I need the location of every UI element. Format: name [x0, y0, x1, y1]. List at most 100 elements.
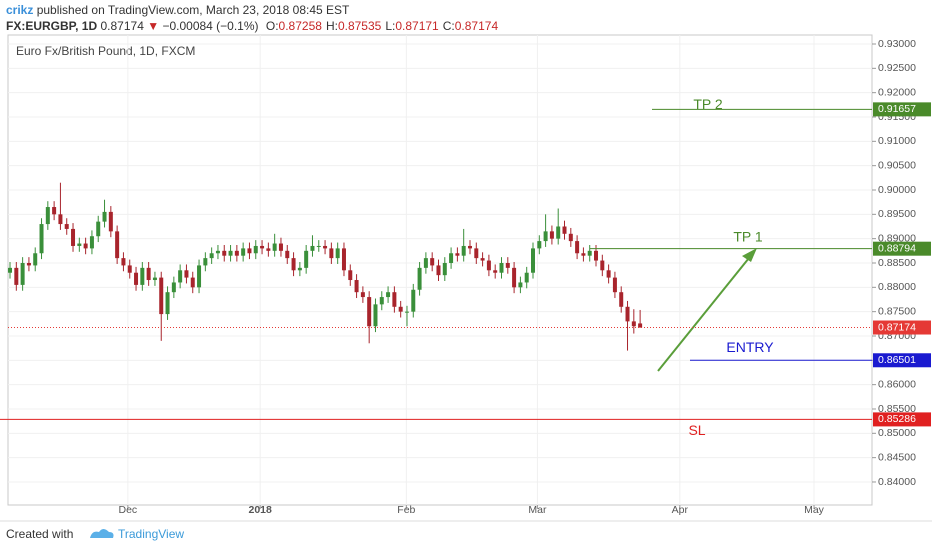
candle-body: [228, 250, 233, 256]
candle-body: [499, 262, 504, 273]
candle-body: [549, 231, 554, 239]
candle-body: [197, 265, 202, 288]
candle-body: [562, 226, 567, 234]
candle-body: [543, 231, 548, 242]
candle-body: [556, 226, 561, 239]
candle-body: [335, 248, 340, 259]
candle-body: [8, 267, 13, 273]
candle-body: [291, 258, 296, 271]
y-tick-label: 0.84500: [878, 451, 916, 463]
y-tick-label: 0.88000: [878, 281, 916, 293]
y-tick-label: 0.91000: [878, 135, 916, 147]
arrow-shaft: [657, 252, 754, 372]
candle-body: [108, 211, 113, 232]
candle-body: [631, 321, 636, 327]
candle-body: [140, 267, 145, 285]
plot-frame: [7, 34, 873, 506]
candle-body: [64, 224, 69, 229]
candle-body: [215, 250, 220, 254]
candle-body: [323, 245, 328, 249]
candle-body: [480, 258, 485, 261]
level-label: SL: [688, 422, 705, 438]
candle-body: [241, 248, 246, 256]
candle-body: [20, 262, 25, 285]
level-label: TP 2: [693, 96, 723, 112]
y-tick-label: 0.89500: [878, 208, 916, 220]
candle-body: [575, 241, 580, 254]
published: published on TradingView.com, March 23, …: [36, 3, 350, 17]
candle-body: [121, 258, 126, 266]
candle-body: [209, 253, 214, 259]
y-tick-label: 0.90500: [878, 159, 916, 171]
candle-body: [222, 250, 227, 256]
level-label: TP 1: [733, 228, 763, 244]
candle-body: [568, 233, 573, 242]
ohlc-value: 0.87258: [278, 19, 322, 33]
change-arrow: ▼: [147, 19, 160, 33]
candle-body: [612, 277, 617, 293]
x-tick-label: Dec: [119, 504, 138, 516]
candle-body: [581, 253, 586, 256]
candle-body: [89, 236, 94, 249]
candle-body: [373, 304, 378, 327]
candle-body: [474, 248, 479, 259]
candle-body: [52, 207, 57, 215]
candle-body: [486, 260, 491, 271]
candle-body: [146, 267, 151, 281]
candle-body: [587, 250, 592, 256]
last-price: 0.87174: [100, 19, 144, 33]
candle-body: [367, 297, 372, 327]
candle-body: [178, 270, 183, 283]
y-tick-label: 0.88500: [878, 257, 916, 269]
y-tick-label: 0.85500: [878, 403, 916, 415]
candle-body: [171, 282, 176, 293]
candle-body: [127, 265, 132, 273]
candle-body: [159, 277, 164, 315]
candle-body: [329, 248, 334, 259]
candle-body: [253, 245, 258, 254]
candle-body: [449, 253, 454, 263]
price-tag-label: 0.85286: [878, 413, 916, 425]
price-tag-label: 0.91657: [878, 103, 916, 115]
candle-body: [505, 262, 510, 268]
candle-body: [348, 270, 353, 281]
x-tick-label: Feb: [397, 504, 415, 516]
change: −0.00084 (−0.1%): [162, 19, 259, 33]
candle-body: [606, 270, 611, 278]
author[interactable]: crikz: [6, 3, 34, 17]
candle-body: [58, 214, 63, 225]
y-tick-label: 0.89000: [878, 232, 916, 244]
header-line-2: FX:EURGBP, 1D 0.87174 ▼ −0.00084 (−0.1%)…: [6, 19, 498, 33]
candle-body: [423, 258, 428, 268]
candle-body: [14, 267, 19, 285]
y-tick-label: 0.92000: [878, 86, 916, 98]
candle-body: [442, 262, 447, 276]
candle-body: [190, 277, 195, 288]
candle-body: [39, 224, 44, 254]
candle-body: [594, 250, 599, 261]
footer-brand: TradingView: [118, 527, 184, 541]
candle-body: [316, 245, 321, 247]
candle-body: [184, 270, 189, 278]
y-tick-label: 0.92500: [878, 62, 916, 74]
marks: [8, 182, 643, 351]
candle-body: [278, 243, 283, 251]
candle-body: [392, 292, 397, 307]
logo: [90, 529, 114, 538]
candle-body: [77, 243, 82, 246]
candle-body: [297, 267, 302, 271]
y-tick-label: 0.87500: [878, 305, 916, 317]
price-tag-label: 0.88794: [878, 242, 916, 254]
price-tag: [873, 102, 931, 117]
logo-cloud: [90, 529, 114, 538]
ohlc-value: 0.87171: [395, 19, 439, 33]
price-tag: [873, 320, 931, 335]
candle-body: [493, 270, 498, 273]
arrow-head: [742, 248, 757, 262]
chart-title: Euro Fx/British Pound, 1D, FXCM: [16, 44, 195, 58]
candle-body: [96, 221, 101, 237]
candle-body: [33, 253, 38, 266]
candle-body: [531, 248, 536, 273]
candle-body: [600, 260, 605, 271]
